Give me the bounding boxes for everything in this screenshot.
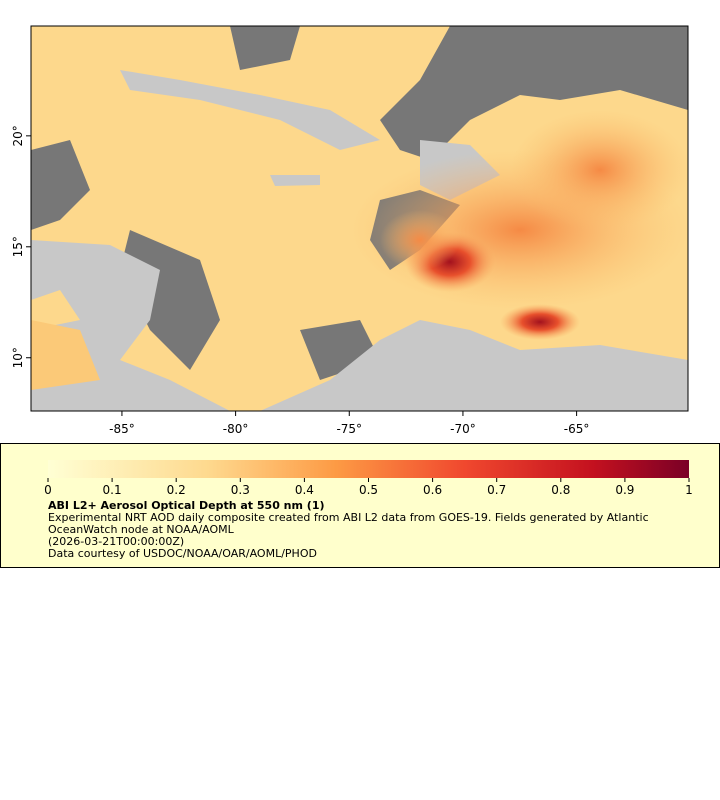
colorbar-tick-label: 0.5 (359, 483, 378, 496)
colorbar-tick-label: 0.1 (103, 483, 122, 496)
colorbar-tick-label: 0.7 (487, 483, 506, 496)
colorbar-tick-label: 0.2 (167, 483, 186, 496)
x-tick-label: -75° (336, 422, 362, 436)
caption-line: (2026-03-21T00:00:00Z) (48, 535, 185, 548)
legend: 0 0.1 0.2 0.3 0.4 0.5 0.6 0.7 0.8 0.9 1 ABI L2+ Ae… (0, 443, 720, 568)
colorbar-tick-label: 0.3 (231, 483, 250, 496)
colorbar-tick-label: 0.9 (615, 483, 634, 496)
colorbar-tick-label: 1 (685, 483, 693, 496)
y-tick-label: 20° (11, 125, 25, 146)
colorbar-tick-label: 0.4 (295, 483, 314, 496)
caption-line: Data courtesy of USDOC/NOAA/OAR/AOML/PHO… (48, 547, 317, 560)
caption-title: ABI L2+ Aerosol Optical Depth at 550 nm … (48, 499, 325, 512)
caption-line: Experimental NRT AOD daily composite cre… (48, 511, 649, 536)
x-tick-label: -65° (564, 422, 590, 436)
map-frame (30, 25, 689, 412)
colorbar-tick-label: 0 (44, 483, 52, 496)
map: -85° -80° -75° -70° -65° 10° 15° 20° (11, 25, 689, 436)
colorbar-gradient (48, 460, 689, 478)
y-tick-label: 10° (11, 347, 25, 368)
x-tick-label: -70° (450, 422, 476, 436)
map-image (31, 26, 688, 411)
x-tick-label: -85° (109, 422, 135, 436)
colorbar: 0 0.1 0.2 0.3 0.4 0.5 0.6 0.7 0.8 0.9 1 (44, 460, 693, 496)
colorbar-tick-label: 0.6 (423, 483, 442, 496)
colorbar-tick-label: 0.8 (551, 483, 570, 496)
y-tick-label: 15° (11, 236, 25, 257)
x-tick-label: -80° (223, 422, 249, 436)
caption: ABI L2+ Aerosol Optical Depth at 550 nm … (48, 500, 688, 560)
